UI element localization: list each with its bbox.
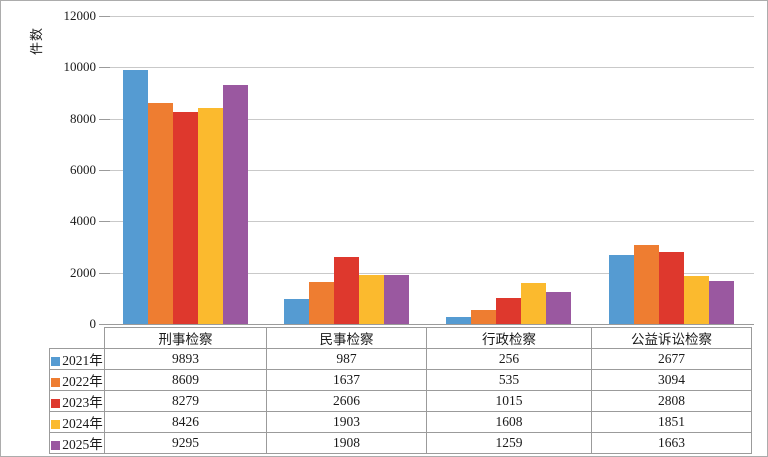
y-axis-title: 件数 [29,27,44,56]
y-tick-label-12000: 12000 [63,8,97,23]
value-cell-2022年-刑事检察: 8609 [104,369,267,391]
table-row-2021年: 2021年 9893 987 256 2677 [49,348,752,370]
table-row-2025年: 2025年 9295 1908 1259 1663 [49,432,752,454]
value-cell-2023年-公益诉讼检察: 2808 [591,390,752,412]
data-table-body: 2021年 9893 987 256 2677 2022年 8609 1637 535 3094 2… [49,348,752,454]
value-cell-2023年-行政检察: 1015 [426,390,592,412]
y-tick-12000 [99,16,110,17]
bar-2024年-民事检察 [358,275,384,324]
bar-2022年-行政检察 [471,310,496,324]
data-table: 刑事检察 民事检察 行政检察 公益诉讼检察 2021年 9893 987 256 2677 20… [49,327,752,454]
legend-cell-2024年: 2024年 [49,411,105,433]
value-cell-2022年-公益诉讼检察: 3094 [591,369,752,391]
bar-2023年-刑事检察 [172,112,198,324]
legend-swatch-2021年 [51,357,61,366]
table-row-2024年: 2024年 8426 1903 1608 1851 [49,411,752,433]
table-header-公益诉讼检察: 公益诉讼检察 [591,327,752,349]
y-tick-8000 [99,118,110,120]
y-tick-label-10000: 10000 [63,59,97,75]
bar-2023年-民事检察 [333,257,359,324]
y-tick-label-0: 0 [89,316,97,331]
bar-2022年-公益诉讼检察 [633,245,659,324]
y-tick-label-8000: 8000 [70,110,96,126]
legend-swatch-2025年 [51,441,61,450]
x-axis-line [99,324,754,325]
legend-cell-2025年: 2025年 [49,432,105,454]
gridline-y4000 [99,221,754,223]
legend-swatch-2022年 [51,378,61,387]
gridline-y8000 [99,118,754,120]
value-cell-2025年-刑事检察: 9295 [104,432,267,454]
y-tick-0 [99,324,110,325]
legend-cell-2022年: 2022年 [49,369,105,391]
gridline-y10000 [99,67,754,69]
value-cell-2023年-刑事检察: 8279 [104,390,267,412]
gridline-y2000 [99,272,754,274]
legend-cell-2023年: 2023年 [49,390,105,412]
legend-swatch-2024年 [51,420,61,429]
value-cell-2024年-民事检察: 1903 [266,411,427,433]
y-tick-label-4000: 4000 [70,213,96,229]
bar-2025年-民事检察 [383,275,409,324]
y-tick-6000 [99,170,110,171]
value-cell-2025年-公益诉讼检察: 1663 [591,432,752,454]
table-corner-cell [50,328,105,349]
value-cell-2024年-刑事检察: 8426 [104,411,267,433]
bar-2022年-民事检察 [308,282,334,324]
bar-2021年-行政检察 [446,317,471,324]
bar-2021年-刑事检察 [122,70,148,324]
gridline-y12000 [99,16,754,17]
gridline-y6000 [99,170,754,171]
data-table-header: 刑事检察 民事检察 行政检察 公益诉讼检察 [50,327,752,349]
bar-2025年-行政检察 [546,292,571,324]
y-tick-label-2000: 2000 [70,264,96,280]
table-header-民事检察: 民事检察 [266,327,427,349]
y-tick-2000 [99,272,110,274]
bar-2023年-公益诉讼检察 [658,252,684,324]
bar-2021年-民事检察 [283,299,309,324]
value-cell-2024年-行政检察: 1608 [426,411,592,433]
value-cell-2021年-民事检察: 987 [266,348,427,370]
legend-cell-2021年: 2021年 [49,348,105,370]
value-cell-2023年-民事检察: 2606 [266,390,427,412]
table-header-行政检察: 行政检察 [426,327,592,349]
legend-swatch-2023年 [51,399,61,408]
bar-2022年-刑事检察 [147,103,173,324]
bar-2021年-公益诉讼检察 [608,255,634,324]
table-row-2022年: 2022年 8609 1637 535 3094 [49,369,752,391]
bar-2024年-公益诉讼检察 [683,276,709,324]
value-cell-2021年-行政检察: 256 [426,348,592,370]
y-tick-10000 [99,67,110,69]
bar-2023年-行政检察 [496,298,521,324]
value-cell-2025年-民事检察: 1908 [266,432,427,454]
bar-2025年-刑事检察 [222,85,248,324]
bar-2024年-行政检察 [521,283,546,324]
y-tick-label-6000: 6000 [70,162,96,177]
table-row-2023年: 2023年 8279 2606 1015 2808 [49,390,752,412]
bar-2024年-刑事检察 [197,108,223,324]
table-header-刑事检察: 刑事检察 [104,327,267,349]
value-cell-2022年-行政检察: 535 [426,369,592,391]
bar-2025年-公益诉讼检察 [708,281,734,324]
value-cell-2021年-刑事检察: 9893 [104,348,267,370]
value-cell-2025年-行政检察: 1259 [426,432,592,454]
value-cell-2022年-民事检察: 1637 [266,369,427,391]
value-cell-2024年-公益诉讼检察: 1851 [591,411,752,433]
y-tick-4000 [99,221,110,223]
value-cell-2021年-公益诉讼检察: 2677 [591,348,752,370]
